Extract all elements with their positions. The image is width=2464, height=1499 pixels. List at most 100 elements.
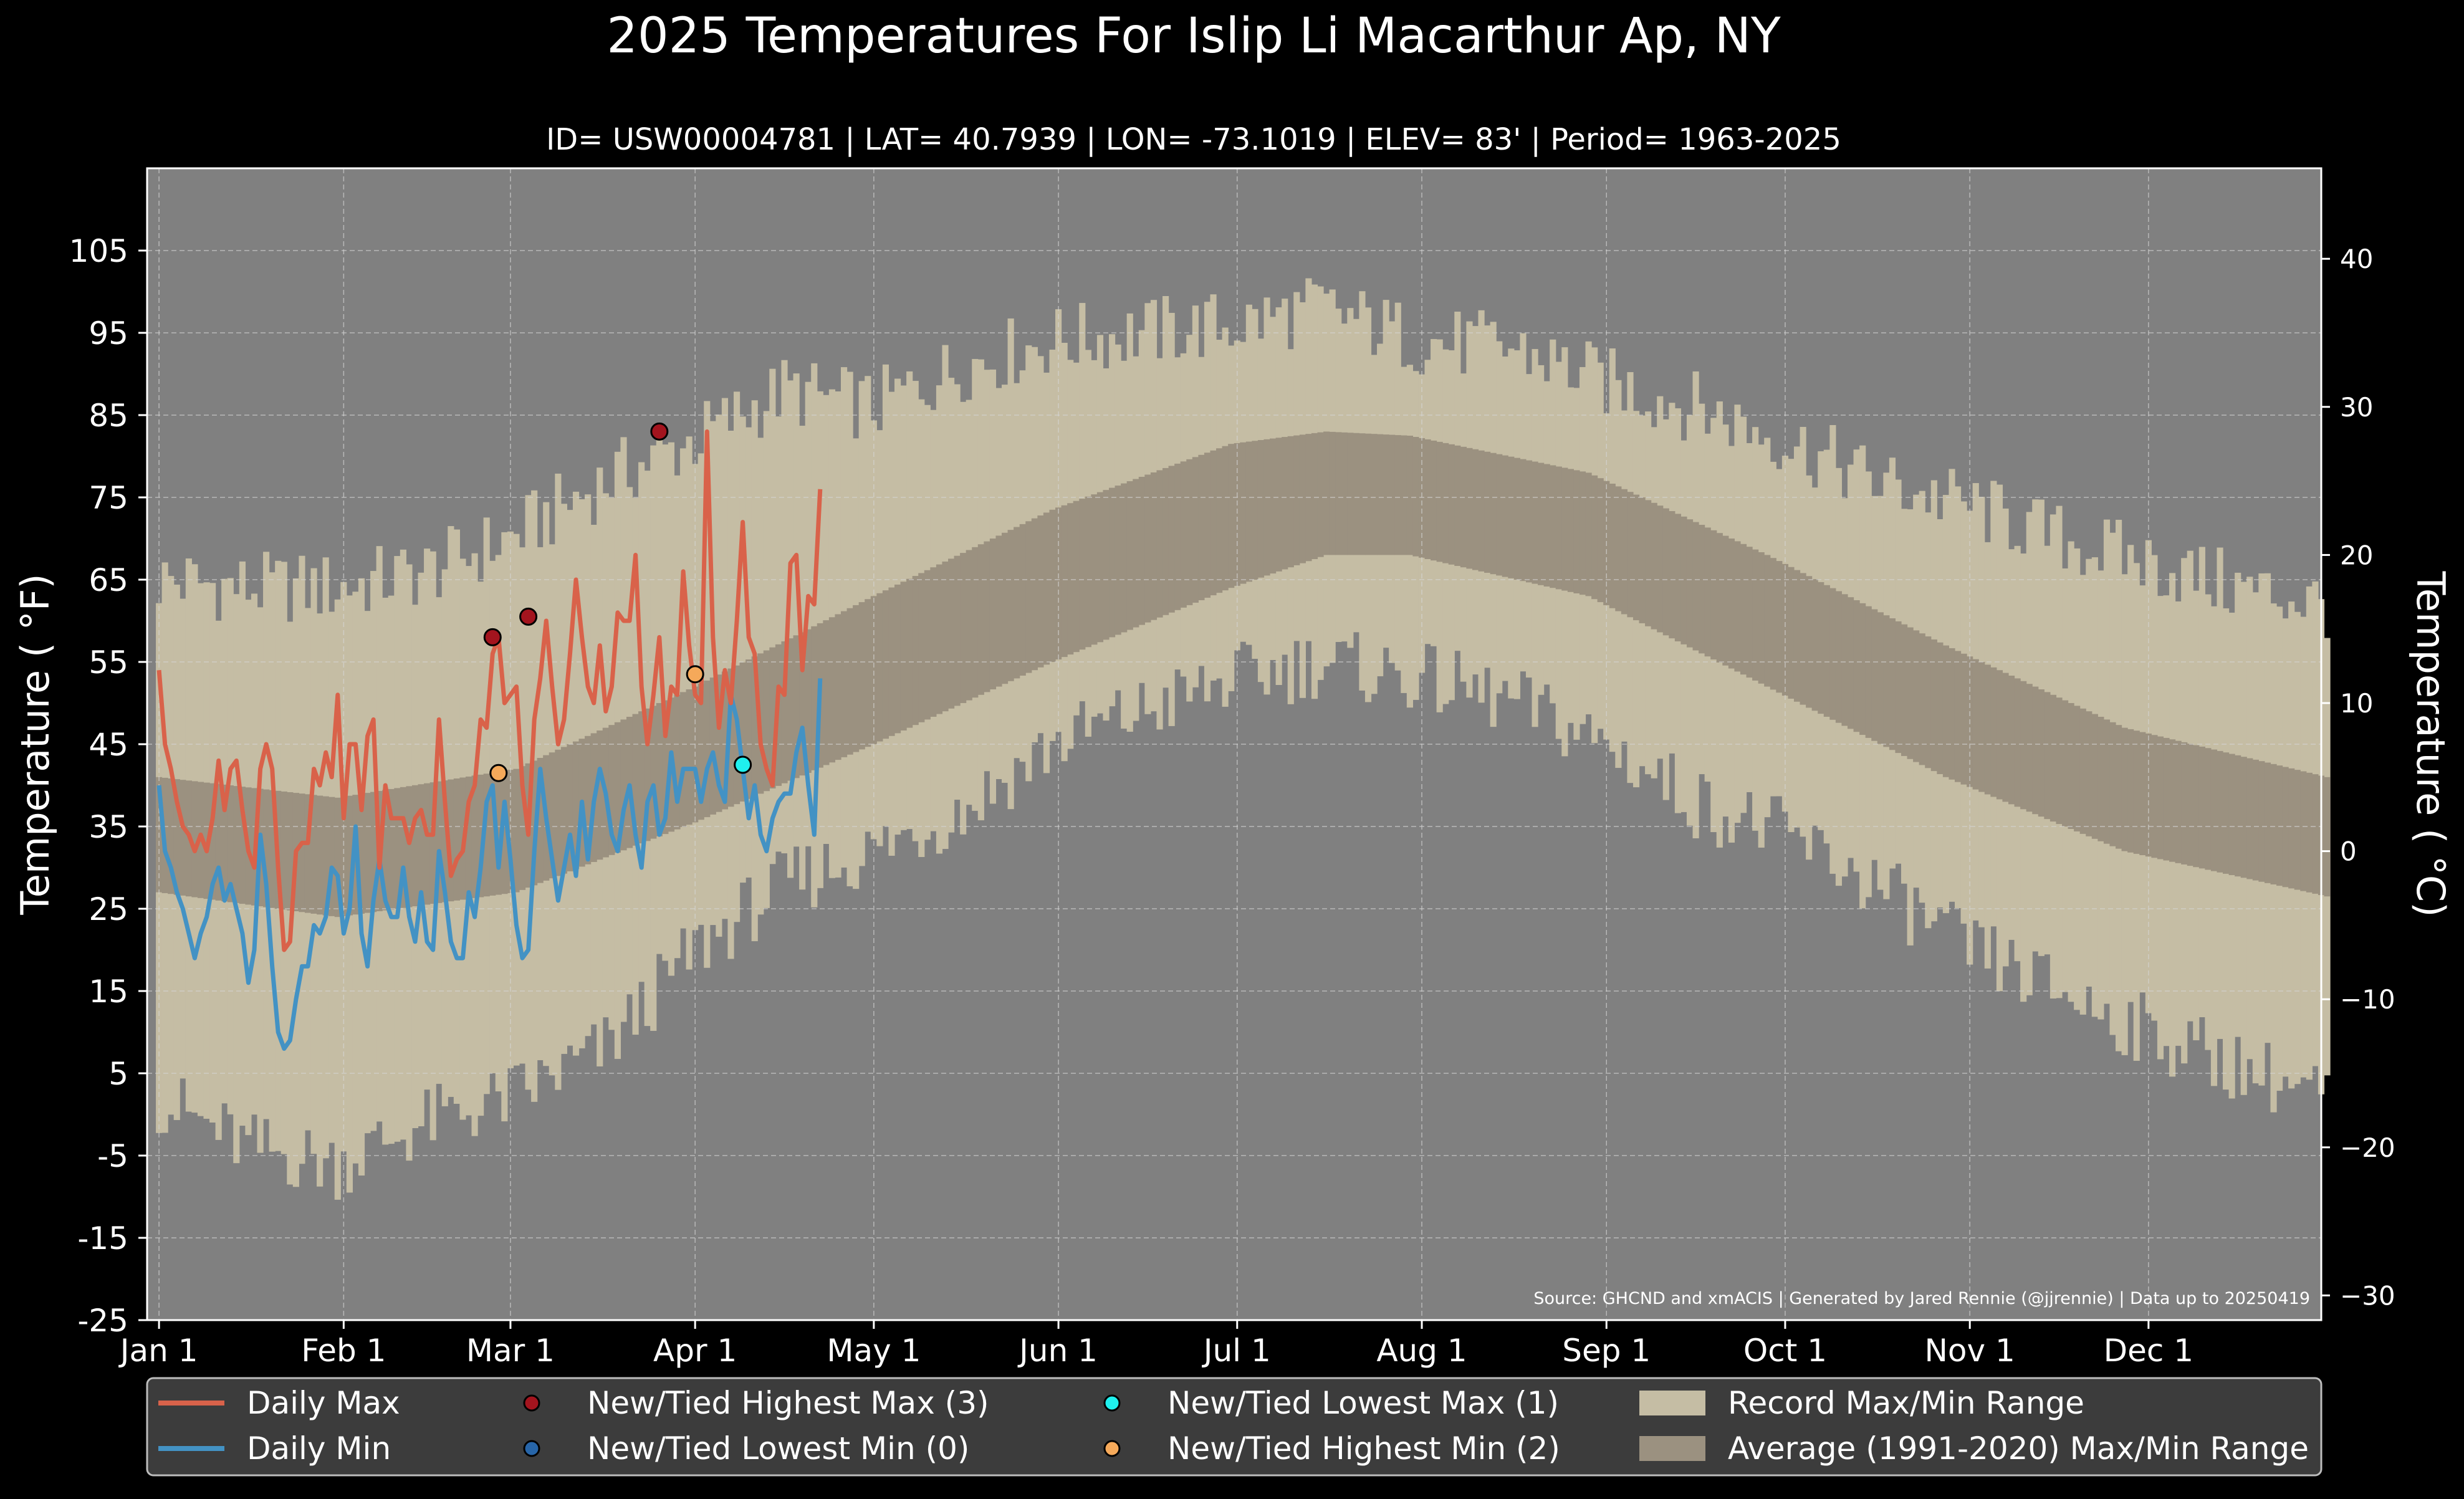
average-range-bar (2270, 764, 2277, 884)
average-range-bar (942, 561, 949, 712)
average-range-bar (2049, 694, 2057, 822)
average-range-bar (1007, 530, 1014, 681)
average-range-bar (1263, 439, 1270, 576)
average-range-bar (2116, 725, 2122, 849)
average-range-bar (555, 749, 562, 876)
average-range-bar (1680, 516, 1687, 644)
average-range-bar (483, 773, 490, 897)
record-range-bar (679, 448, 687, 929)
average-range-bar (846, 608, 853, 755)
average-range-bar (2240, 757, 2247, 878)
average-range-bar (1597, 478, 1604, 603)
average-range-bar (972, 547, 979, 698)
average-range-bar (1311, 433, 1318, 559)
average-range-bar (1722, 535, 1729, 666)
average-range-bar (2002, 673, 2009, 802)
average-range-bar (2038, 689, 2045, 817)
average-range-bar (477, 774, 484, 898)
legend-label: New/Tied Highest Min (2) (1167, 1430, 1560, 1467)
average-range-bar (823, 620, 830, 765)
average-range-bar (1930, 639, 1937, 772)
y-right-tick-label: 30 (2340, 392, 2373, 423)
y-tick-label: 45 (89, 727, 128, 763)
average-range-bar (2217, 750, 2223, 873)
average-range-bar (2103, 719, 2111, 844)
average-range-bar (2044, 692, 2051, 820)
x-tick-label: Nov 1 (1925, 1333, 2015, 1369)
average-range-bar (1180, 461, 1187, 608)
average-range-bar (2074, 706, 2081, 831)
average-range-bar (560, 747, 568, 874)
average-range-bar (1615, 486, 1622, 611)
average-range-bar (2008, 676, 2015, 805)
x-tick-label: Jul 1 (1202, 1333, 1271, 1369)
average-range-bar (2246, 758, 2253, 879)
average-range-bar (1115, 486, 1121, 635)
average-range-bar (382, 790, 389, 911)
average-range-bar (173, 779, 180, 895)
average-range-bar (388, 788, 395, 910)
average-range-bar (1442, 443, 1449, 563)
average-range-bar (1252, 441, 1258, 580)
record-range-bar (656, 436, 663, 954)
average-range-bar (406, 786, 413, 908)
average-range-bar (1984, 664, 1991, 795)
y-tick-label: 25 (89, 891, 128, 927)
y-axis-left: -25 -15 -5 5 15 25 35 45 55 65 75 85 95 105 (69, 233, 147, 1339)
average-range-bar (1412, 436, 1419, 557)
average-range-bar (1525, 460, 1533, 583)
average-range-bar (984, 541, 990, 692)
average-range-bar (1954, 651, 1962, 782)
highest-min-marker (686, 665, 704, 684)
x-axis: Jan 1 Feb 1 Mar 1 Apr 1 May 1 Jun 1 Jul 1 Aug 1… (118, 1320, 2193, 1369)
average-range-bar (2205, 748, 2212, 870)
average-range-bar (280, 791, 287, 910)
average-range-bar (215, 783, 222, 901)
y-tick-label: 5 (108, 1056, 128, 1092)
average-range-bar (2228, 754, 2235, 876)
average-range-bar (1895, 621, 1902, 754)
average-range-bar (489, 772, 496, 896)
x-tick-label: Aug 1 (1376, 1333, 1467, 1369)
average-range-bar (1150, 472, 1158, 620)
legend-marker-swatch (1103, 1440, 1121, 1457)
x-tick-label: Apr 1 (653, 1333, 737, 1369)
average-range-bar (2020, 681, 2027, 810)
average-range-bar (1037, 515, 1044, 668)
average-range-bar (1877, 612, 1884, 744)
average-range-bar (2062, 700, 2069, 826)
average-range-bar (1347, 433, 1354, 555)
average-range-bar (828, 617, 836, 763)
average-range-bar (989, 539, 997, 689)
average-range-bar (1436, 441, 1443, 562)
record-range-bar (739, 416, 746, 883)
average-range-bar (1257, 440, 1265, 578)
average-range-bar (1662, 508, 1669, 636)
average-range-bar (513, 769, 520, 893)
legend-label: Record Max/Min Range (1728, 1385, 2084, 1421)
average-range-bar (418, 784, 424, 906)
y-right-tick-label: −20 (2340, 1133, 2395, 1163)
average-range-bar (507, 770, 514, 893)
lowest-max-marker (734, 755, 752, 774)
average-range-bar (2324, 777, 2331, 897)
average-range-bar (227, 785, 234, 903)
average-range-bar (1972, 659, 1979, 790)
average-range-bar (1639, 497, 1646, 623)
y-axis-right-label: Temperature ( °C) (2408, 571, 2453, 917)
average-range-bar (1573, 470, 1580, 593)
average-range-bar (1234, 443, 1240, 586)
average-range-bar (966, 550, 972, 701)
y-tick-label: 105 (69, 233, 128, 269)
average-range-bar (751, 656, 758, 797)
average-range-bar (858, 602, 865, 750)
average-range-bar (1835, 591, 1843, 723)
y-tick-label: 65 (89, 562, 128, 598)
average-range-bar (918, 573, 925, 722)
average-range-bar (1776, 561, 1783, 693)
legend-patch-swatch (1639, 1391, 1705, 1415)
average-range-bar (1210, 450, 1217, 596)
average-range-bar (537, 758, 544, 883)
